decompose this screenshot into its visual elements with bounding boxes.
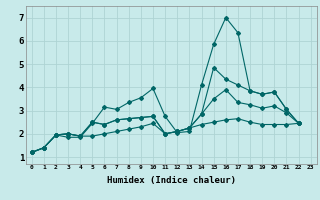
X-axis label: Humidex (Indice chaleur): Humidex (Indice chaleur) (107, 176, 236, 185)
